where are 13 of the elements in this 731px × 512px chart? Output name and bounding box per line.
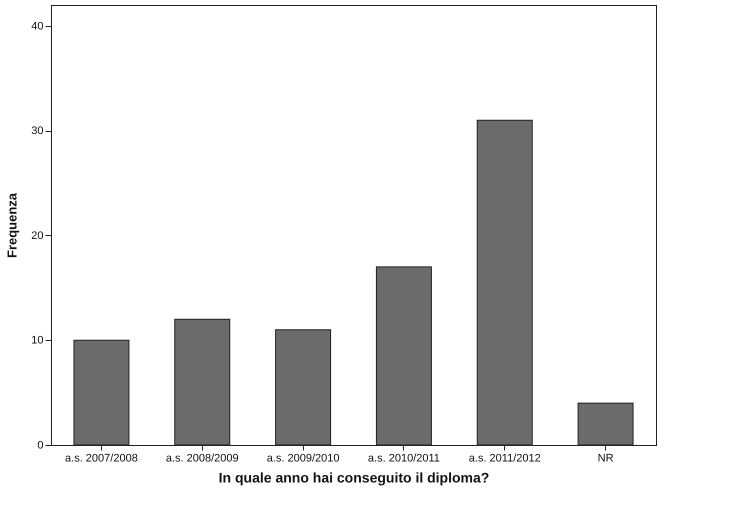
y-tick-label: 0 bbox=[37, 440, 44, 452]
x-tick-label: a.s. 2007/2008 bbox=[65, 452, 138, 464]
x-tick-label: a.s. 2009/2010 bbox=[266, 452, 340, 464]
x-tick-label: NR bbox=[598, 452, 614, 464]
y-tick-label: 20 bbox=[31, 230, 44, 242]
x-tick-label: a.s. 2008/2009 bbox=[166, 452, 239, 464]
y-tick-label: 10 bbox=[31, 334, 44, 347]
x-tick-label: a.s. 2011/2012 bbox=[468, 452, 541, 464]
y-axis-title: Frequenza bbox=[4, 192, 20, 258]
x-tick-label: a.s. 2010/2011 bbox=[368, 452, 440, 464]
x-axis-title: In quale anno hai conseguito il diploma? bbox=[218, 470, 490, 486]
y-tick-label: 40 bbox=[31, 20, 44, 32]
y-tick-label: 30 bbox=[31, 125, 44, 138]
